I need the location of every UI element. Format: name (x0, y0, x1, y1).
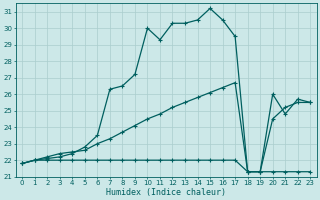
X-axis label: Humidex (Indice chaleur): Humidex (Indice chaleur) (106, 188, 226, 197)
